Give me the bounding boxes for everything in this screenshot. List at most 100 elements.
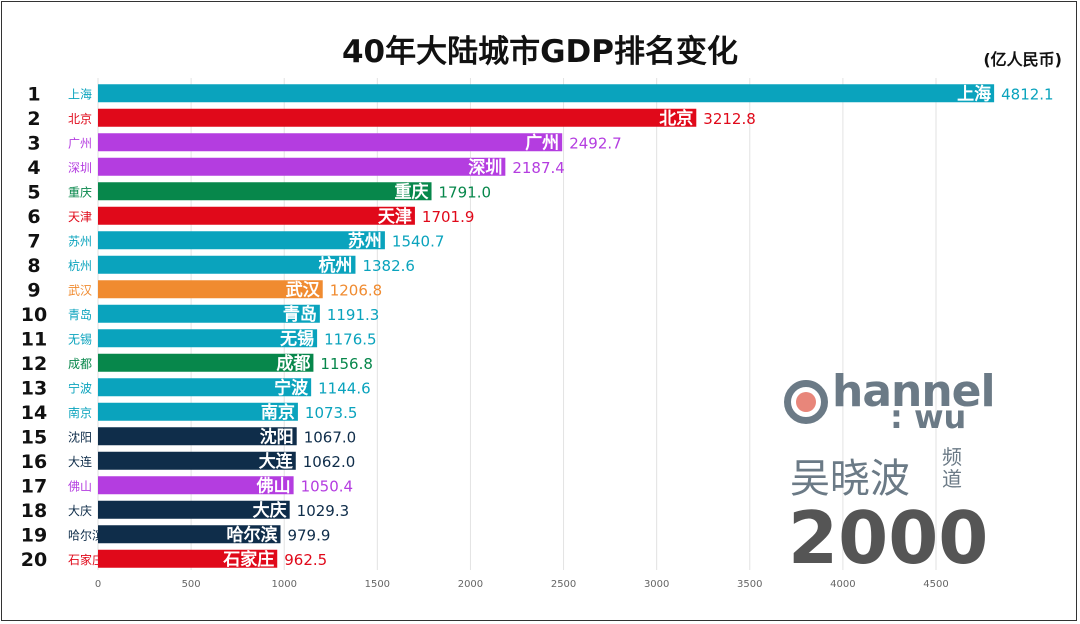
- bar-city-label: 大庆: [253, 500, 287, 521]
- city-label: 深圳: [68, 161, 92, 175]
- bar: [98, 427, 297, 446]
- city-label: 沈阳: [68, 429, 92, 444]
- value-label: 1073.5: [305, 404, 358, 422]
- channel-logo-icon: [784, 380, 828, 424]
- city-label: 宁波: [68, 380, 92, 395]
- value-label: 1050.4: [301, 477, 354, 495]
- bar: [98, 353, 314, 372]
- bar-city-label: 哈尔滨: [226, 524, 277, 545]
- value-label: 1701.9: [422, 208, 475, 226]
- rank-label: 10: [21, 304, 47, 326]
- x-tick-label: 1500: [365, 579, 390, 590]
- rank-label: 6: [27, 206, 40, 228]
- rank-label: 18: [21, 500, 47, 522]
- bar: [98, 378, 312, 397]
- rank-label: 19: [21, 524, 47, 546]
- bar: [98, 231, 385, 250]
- bar-city-label: 南京: [261, 402, 295, 423]
- city-label: 大庆: [68, 504, 92, 518]
- bar: [98, 84, 995, 103]
- city-label: 成都: [68, 357, 92, 371]
- x-tick-label: 4500: [923, 579, 948, 590]
- bar-city-label: 广州: [525, 132, 559, 153]
- bar: [98, 133, 563, 152]
- city-label: 天津: [68, 210, 92, 224]
- bar-city-label: 武汉: [286, 279, 321, 300]
- bar-city-label: 深圳: [468, 157, 502, 178]
- bar-city-label: 宁波: [274, 377, 309, 398]
- rank-label: 13: [21, 377, 47, 399]
- bar: [98, 525, 281, 544]
- rank-label: 14: [21, 402, 47, 424]
- city-label: 佛山: [68, 479, 92, 493]
- city-label: 上海: [68, 86, 92, 101]
- value-label: 962.5: [284, 551, 327, 569]
- chart-title: 40年大陆城市GDP排名变化: [341, 34, 739, 70]
- city-label: 广州: [68, 136, 92, 150]
- bar: [98, 206, 415, 225]
- x-tick-label: 4000: [830, 579, 855, 590]
- city-label: 青岛: [68, 307, 92, 322]
- value-label: 4812.1: [1001, 85, 1053, 103]
- x-tick-label: 2000: [458, 579, 483, 590]
- bar-city-label: 石家庄: [222, 549, 274, 570]
- bar-city-label: 成都: [276, 353, 310, 374]
- unit-label: (亿人民币): [983, 50, 1062, 69]
- rank-label: 1: [27, 83, 40, 105]
- value-label: 1156.8: [320, 355, 373, 373]
- rank-label: 5: [27, 181, 40, 203]
- rank-label: 12: [21, 353, 47, 375]
- rank-label: 3: [27, 132, 40, 154]
- city-label: 北京: [68, 112, 92, 126]
- value-label: 1191.3: [327, 306, 380, 324]
- logo-dot-icon: [796, 392, 816, 412]
- bar-city-label: 重庆: [395, 181, 429, 202]
- bar-city-label: 青岛: [283, 304, 317, 325]
- city-label: 南京: [68, 405, 92, 420]
- rank-label: 16: [21, 451, 47, 473]
- bar: [98, 549, 278, 568]
- value-label: 2492.7: [569, 134, 622, 152]
- rank-label: 9: [27, 279, 40, 301]
- rank-label: 11: [21, 328, 47, 350]
- value-label: 1062.0: [303, 453, 356, 471]
- watermark-name: 吴晓波: [790, 456, 910, 502]
- x-tick-label: 500: [182, 579, 201, 590]
- bar-city-label: 天津: [378, 206, 412, 227]
- x-tick-label: 2500: [551, 579, 576, 590]
- bar: [98, 255, 356, 274]
- bar: [98, 476, 294, 495]
- year-label: 2000: [788, 496, 989, 580]
- bar-city-label: 杭州: [318, 255, 352, 276]
- city-label: 武汉: [68, 283, 92, 297]
- rank-label: 4: [27, 157, 40, 179]
- value-label: 2187.4: [512, 159, 565, 177]
- bar-city-label: 大连: [259, 451, 294, 472]
- bar: [98, 182, 432, 201]
- channel-watermark: hannel : wu 吴晓波 频道: [782, 366, 996, 502]
- city-label: 苏州: [68, 234, 92, 248]
- bar: [98, 402, 298, 421]
- value-label: 1206.8: [330, 281, 383, 299]
- value-label: 3212.8: [703, 110, 756, 128]
- rank-label: 15: [21, 426, 47, 448]
- value-label: 1176.5: [324, 330, 377, 348]
- value-label: 1382.6: [362, 257, 415, 275]
- rank-label: 2: [27, 108, 40, 130]
- x-tick-label: 3500: [737, 579, 762, 590]
- bar: [98, 108, 697, 127]
- watermark-name-2: 频道: [942, 445, 962, 491]
- value-label: 1791.0: [439, 183, 492, 201]
- value-label: 979.9: [287, 526, 330, 544]
- bar: [98, 157, 506, 176]
- value-label: 1029.3: [297, 502, 350, 520]
- bar: [98, 500, 290, 519]
- bar: [98, 451, 296, 470]
- x-tick-label: 1000: [271, 579, 296, 590]
- value-label: 1067.0: [304, 428, 357, 446]
- bar: [98, 280, 323, 299]
- city-label: 大连: [68, 454, 92, 469]
- rank-label: 17: [21, 475, 47, 497]
